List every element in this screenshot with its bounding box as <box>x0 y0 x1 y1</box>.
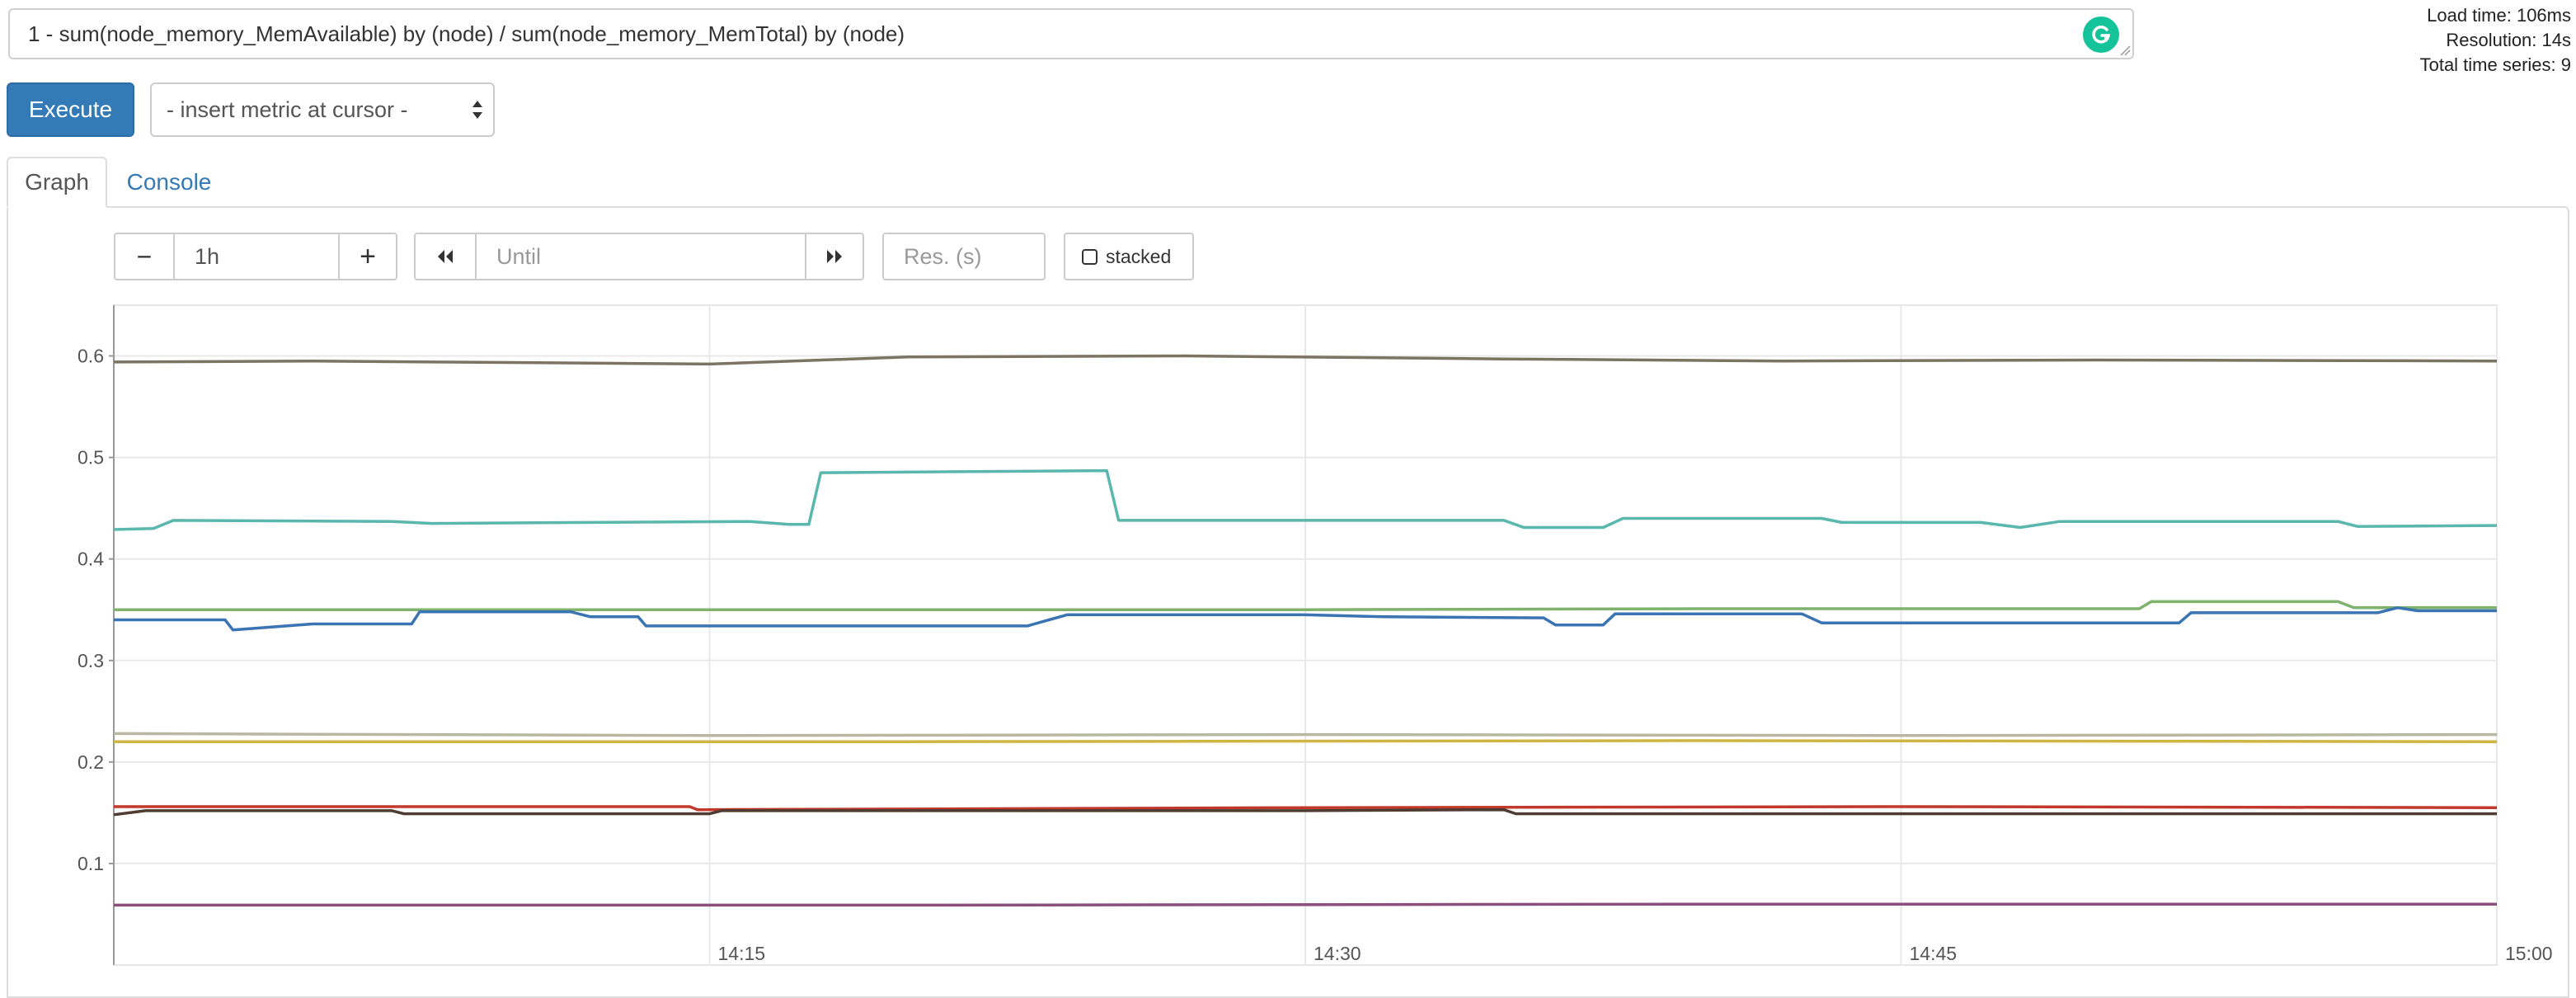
stacked-toggle[interactable]: stacked <box>1064 233 1194 280</box>
series-line-5 <box>113 732 2498 737</box>
metric-select-value: - insert metric at cursor - <box>167 97 408 122</box>
until-input[interactable]: Until <box>475 233 806 280</box>
y-tick-label: 0.3 <box>78 650 104 671</box>
y-tick-label: 0.5 <box>78 447 104 468</box>
tab-console[interactable]: Console <box>126 169 212 195</box>
x-tick-label: 14:15 <box>718 943 766 964</box>
x-tick-label: 14:30 <box>1314 943 1361 964</box>
y-tick-label: 0.4 <box>78 548 104 570</box>
series-line-3 <box>114 600 2497 611</box>
series-line-1 <box>113 354 2498 366</box>
tab-graph[interactable]: Graph <box>7 157 107 208</box>
grammarly-icon[interactable] <box>2083 16 2119 53</box>
resolution-stat: Resolution: 14s <box>2446 30 2571 50</box>
execute-button[interactable]: Execute <box>7 82 134 137</box>
series-line-9 <box>114 902 2497 907</box>
y-tick-label: 0.1 <box>78 853 104 874</box>
load-time-stat: Load time: 106ms <box>2427 5 2571 26</box>
time-forward-button[interactable] <box>805 233 864 280</box>
series-line-7 <box>114 805 2498 812</box>
y-tick-label: 0.2 <box>78 751 104 773</box>
stacked-label: stacked <box>1106 245 1172 267</box>
resolution-input[interactable]: Res. (s) <box>882 233 1046 280</box>
double-chevron-right-icon <box>827 250 842 263</box>
stacked-checkbox-icon <box>1082 248 1098 265</box>
series-line-4 <box>114 606 2497 632</box>
expression-text: 1 - sum(node_memory_MemAvailable) by (no… <box>28 21 905 46</box>
time-back-button[interactable] <box>414 233 477 280</box>
select-arrows-icon <box>472 101 482 119</box>
total-series-stat: Total time series: 9 <box>2419 54 2571 75</box>
decrease-range-button[interactable]: − <box>114 233 175 280</box>
x-tick-label: 15:00 <box>2505 943 2553 964</box>
resize-grip-icon[interactable] <box>2119 45 2131 56</box>
x-tick-label: 14:45 <box>1910 943 1958 964</box>
expression-input[interactable]: 1 - sum(node_memory_MemAvailable) by (no… <box>8 8 2134 59</box>
graph-chart: 0.1 0.2 0.3 0.4 0.5 0.6 14:15 14:30 14:45 15:00 <box>78 304 2553 966</box>
series-line-8 <box>113 807 2497 817</box>
double-chevron-left-icon <box>438 250 453 263</box>
metric-select[interactable]: - insert metric at cursor - <box>150 82 495 137</box>
y-tick-label: 0.6 <box>78 346 104 367</box>
range-input[interactable]: 1h <box>173 233 340 280</box>
increase-range-button[interactable]: + <box>338 233 397 280</box>
series-line-2 <box>113 468 2498 531</box>
